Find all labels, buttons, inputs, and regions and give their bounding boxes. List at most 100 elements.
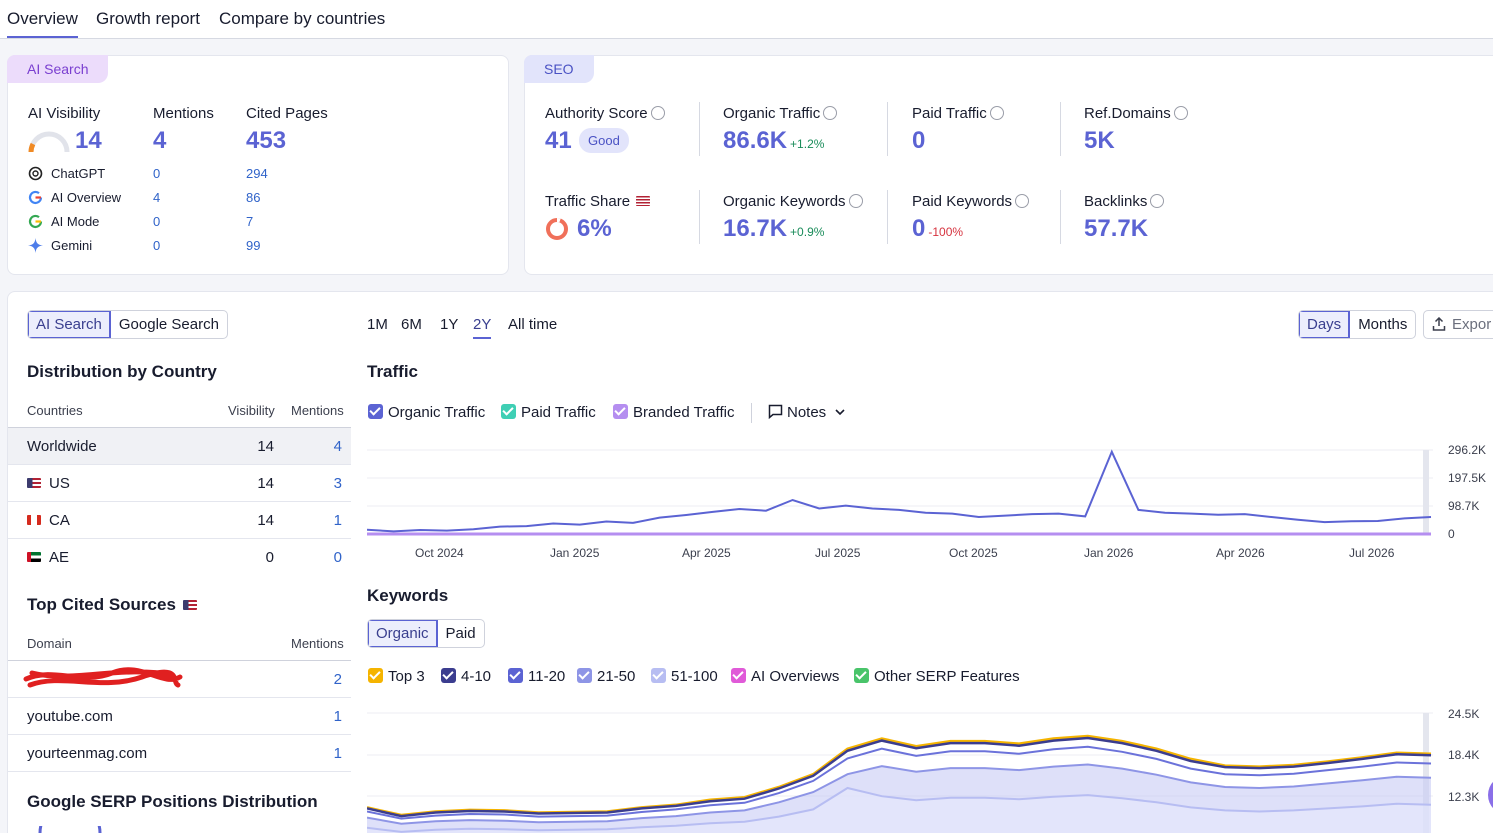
source-name: Gemini	[51, 238, 93, 253]
domain-name[interactable]: yourteenmag.com	[27, 745, 148, 762]
checkbox-icon	[731, 668, 746, 683]
source-cited[interactable]: 86	[246, 190, 261, 205]
country-visibility: 0	[265, 549, 274, 566]
source-cited[interactable]: 7	[246, 214, 254, 229]
chatgpt-icon	[28, 166, 43, 181]
ref-domains-value[interactable]: 5K	[1084, 127, 1115, 154]
range-1m[interactable]: 1M	[367, 316, 388, 333]
authority-score-value[interactable]: 41	[545, 127, 572, 154]
paid-keywords-delta: -100%	[928, 225, 964, 239]
traffic-x-tick: Apr 2025	[682, 546, 731, 560]
search-type-toggle: AI Search Google Search	[27, 310, 228, 339]
kw-legend-item[interactable]: Other SERP Features	[854, 668, 1020, 685]
assistant-fab[interactable]	[1488, 775, 1493, 815]
country-row-us[interactable]: US 14 3	[8, 465, 351, 502]
toggle-organic[interactable]: Organic	[368, 620, 438, 647]
range-6m[interactable]: 6M	[401, 316, 422, 333]
domain-mentions[interactable]: 1	[333, 745, 342, 762]
col-mentions[interactable]: Mentions	[291, 403, 344, 418]
kw-legend-item[interactable]: Top 3	[368, 668, 425, 685]
keywords-type-toggle: Organic Paid	[367, 619, 485, 648]
organic-traffic-value[interactable]: 86.6K +1.2%	[723, 127, 825, 154]
chevron-down-icon	[835, 409, 845, 416]
traffic-x-tick: Oct 2025	[949, 546, 998, 560]
country-row-ae[interactable]: AE 0 0	[8, 539, 351, 576]
info-icon[interactable]	[1015, 194, 1030, 208]
domain-name[interactable]: youtube.com	[27, 708, 113, 725]
organic-traffic-delta: +1.2%	[790, 137, 825, 151]
toggle-days[interactable]: Days	[1299, 311, 1351, 338]
domain-mentions[interactable]: 2	[333, 671, 342, 688]
range-2y[interactable]: 2Y	[473, 316, 492, 339]
notes-dropdown[interactable]: Notes	[768, 404, 846, 421]
country-mentions[interactable]: 3	[333, 475, 342, 492]
source-mentions[interactable]: 0	[153, 166, 161, 181]
source-cited[interactable]: 99	[246, 238, 261, 253]
kw-legend-item[interactable]: 11-20	[508, 668, 565, 685]
traffic-share-value[interactable]: 6%	[577, 215, 612, 242]
domain-row[interactable]: youtube.com 1	[8, 698, 351, 735]
tab-growth-report[interactable]: Growth report	[96, 9, 200, 28]
traffic-x-tick: Apr 2026	[1216, 546, 1265, 560]
divider	[699, 102, 700, 156]
col-visibility[interactable]: Visibility	[228, 403, 275, 418]
kw-line-4-10	[367, 736, 1432, 818]
mentions-value[interactable]: 4	[153, 127, 167, 154]
legend-branded-traffic[interactable]: Branded Traffic	[613, 404, 734, 421]
seo-pill: SEO	[524, 55, 594, 83]
toggle-google-search[interactable]: Google Search	[118, 316, 219, 333]
traffic-share-label: Traffic Share	[545, 193, 658, 210]
traffic-chart[interactable]	[367, 440, 1493, 568]
cited-pages-value[interactable]: 453	[246, 127, 287, 154]
domain-mentions[interactable]: 1	[333, 708, 342, 725]
domain-row[interactable]: yourteenmag.com 1	[8, 735, 351, 772]
toggle-ai-search[interactable]: AI Search	[28, 311, 111, 338]
col-source-mentions[interactable]: Mentions	[291, 636, 344, 651]
organic-keywords-value[interactable]: 16.7K +0.9%	[723, 215, 825, 242]
legend-paid-traffic[interactable]: Paid Traffic	[501, 404, 596, 421]
paid-traffic-value[interactable]: 0	[912, 127, 926, 154]
kw-y-tick: 24.5K	[1448, 707, 1480, 721]
tab-overview[interactable]: Overview	[7, 9, 78, 38]
kw-legend-item[interactable]: 21-50	[577, 668, 635, 685]
info-icon[interactable]	[1173, 106, 1188, 120]
checkbox-icon	[368, 404, 383, 419]
country-mentions[interactable]: 1	[333, 512, 342, 529]
info-icon[interactable]	[823, 106, 838, 120]
serp-distribution-title: Google SERP Positions Distribution	[27, 792, 318, 811]
source-name: AI Mode	[51, 214, 100, 229]
country-mentions[interactable]: 4	[333, 438, 342, 455]
checkbox-icon	[651, 668, 666, 683]
kw-legend-item[interactable]: AI Overviews	[731, 668, 839, 685]
domain-row[interactable]: 2	[8, 661, 351, 698]
source-mentions[interactable]: 0	[153, 238, 161, 253]
country-name: CA	[27, 512, 70, 529]
kw-legend-item[interactable]: 4-10	[441, 668, 491, 685]
info-icon[interactable]	[989, 106, 1004, 120]
keywords-chart[interactable]	[367, 705, 1493, 833]
tab-compare-by-countries[interactable]: Compare by countries	[219, 9, 386, 28]
toggle-months[interactable]: Months	[1358, 316, 1408, 333]
legend-organic-traffic[interactable]: Organic Traffic	[368, 404, 485, 421]
toggle-paid[interactable]: Paid	[445, 625, 476, 642]
country-mentions[interactable]: 0	[333, 549, 342, 566]
info-icon[interactable]	[848, 194, 863, 208]
country-row-ca[interactable]: CA 14 1	[8, 502, 351, 539]
paid-keywords-value[interactable]: 0 -100%	[912, 215, 964, 242]
country-row-worldwide[interactable]: Worldwide 14 4	[8, 428, 351, 465]
divider	[887, 102, 888, 156]
range-1y[interactable]: 1Y	[440, 316, 459, 333]
range-all-time[interactable]: All time	[508, 316, 558, 333]
source-name: AI Overview	[51, 190, 122, 205]
kw-legend-item[interactable]: 51-100	[651, 668, 718, 685]
export-button[interactable]: Expor	[1423, 310, 1493, 339]
paid-keywords-label: Paid Keywords	[912, 193, 1030, 210]
source-name: ChatGPT	[51, 166, 106, 181]
source-cited[interactable]: 294	[246, 166, 268, 181]
info-icon[interactable]	[650, 106, 665, 120]
info-icon[interactable]	[1150, 194, 1165, 208]
traffic-y-tick: 197.5K	[1448, 471, 1487, 485]
backlinks-value[interactable]: 57.7K	[1084, 215, 1149, 242]
source-mentions[interactable]: 0	[153, 214, 161, 229]
source-mentions[interactable]: 4	[153, 190, 161, 205]
